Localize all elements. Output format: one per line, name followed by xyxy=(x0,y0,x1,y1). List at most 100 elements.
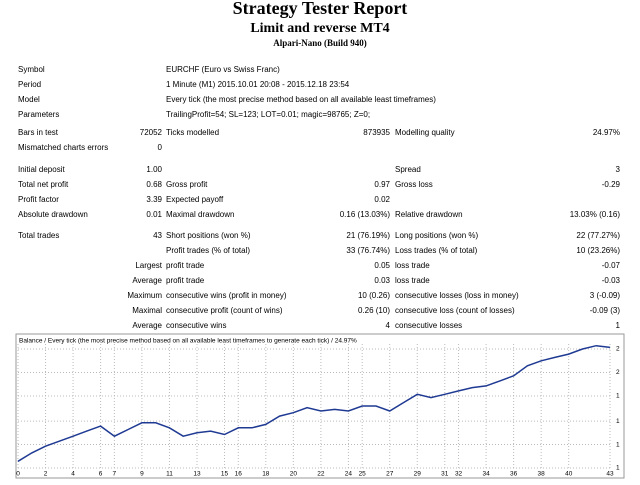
y-tick-label: 2 xyxy=(616,369,620,376)
field-label: Symbol xyxy=(18,65,45,74)
y-tick-label: 2 xyxy=(616,346,620,353)
field-label: Profit factor xyxy=(18,195,59,204)
field-label: Model xyxy=(18,95,40,104)
field-value: -0.03 xyxy=(602,276,621,285)
x-tick-label: 27 xyxy=(386,471,394,478)
field-label: Spread xyxy=(395,165,421,174)
x-tick-label: 16 xyxy=(235,471,243,478)
field-value: 22 (77.27%) xyxy=(576,231,620,240)
field-value: 0.16 (13.03%) xyxy=(340,210,391,219)
field-value: 72052 xyxy=(140,128,163,137)
x-tick-label: 6 xyxy=(99,471,103,478)
field-label: Expected payoff xyxy=(166,195,224,204)
field-value: 0.68 xyxy=(146,180,162,189)
field-label: consecutive profit (count of wins) xyxy=(166,306,283,315)
field-value: 21 (76.19%) xyxy=(346,231,390,240)
field-label: consecutive wins (profit in money) xyxy=(166,291,287,300)
field-value: 3.39 xyxy=(146,195,162,204)
field-label: Short positions (won %) xyxy=(166,231,251,240)
field-label: Parameters xyxy=(18,110,59,119)
report-title: Strategy Tester Report xyxy=(233,0,408,18)
field-value: Maximum xyxy=(127,291,162,300)
field-label: Long positions (won %) xyxy=(395,231,478,240)
chart-title: Balance / Every tick (the most precise m… xyxy=(19,338,357,345)
field-value: 0.03 xyxy=(374,276,390,285)
x-tick-label: 31 xyxy=(441,471,449,478)
field-value: 4 xyxy=(386,321,391,330)
x-tick-label: 4 xyxy=(71,471,75,478)
field-label: 1 Minute (M1) 2015.10.01 20:08 - 2015.12… xyxy=(166,80,350,89)
field-label: Total trades xyxy=(18,231,59,240)
field-label: TrailingProfit=54; SL=123; LOT=0.01; mag… xyxy=(166,110,370,119)
field-label: Maximal drawdown xyxy=(166,210,234,219)
field-value: 13.03% (0.16) xyxy=(570,210,621,219)
field-value: 10 (23.26%) xyxy=(576,246,620,255)
chart-frame xyxy=(15,333,625,479)
x-tick-label: 22 xyxy=(317,471,325,478)
field-value: 1 xyxy=(616,321,621,330)
field-value: 0.01 xyxy=(146,210,162,219)
field-value: 0.02 xyxy=(374,195,390,204)
field-value: Maximal xyxy=(132,306,162,315)
y-tick-label: 1 xyxy=(616,393,620,400)
x-tick-label: 7 xyxy=(113,471,117,478)
x-tick-label: 9 xyxy=(140,471,144,478)
field-value: 33 (76.74%) xyxy=(346,246,390,255)
balance-line xyxy=(17,344,611,462)
field-label: profit trade xyxy=(166,261,205,270)
field-value: 873935 xyxy=(363,128,390,137)
field-label: Profit trades (% of total) xyxy=(166,246,250,255)
field-value: -0.09 (3) xyxy=(590,306,621,315)
field-value: 24.97% xyxy=(593,128,620,137)
field-label: consecutive losses xyxy=(395,321,462,330)
field-label: consecutive wins xyxy=(166,321,226,330)
field-value: -0.29 xyxy=(602,180,621,189)
field-value: 0.26 (10) xyxy=(358,306,390,315)
field-label: Period xyxy=(18,80,41,89)
x-tick-label: 18 xyxy=(262,471,270,478)
field-label: consecutive loss (count of losses) xyxy=(395,306,515,315)
y-tick-label: 1 xyxy=(616,441,620,448)
field-value: 3 (-0.09) xyxy=(590,291,621,300)
field-value: 3 xyxy=(616,165,621,174)
x-tick-label: 29 xyxy=(414,471,422,478)
x-tick-label: 2 xyxy=(44,471,48,478)
report-subtitle: Limit and reverse MT4 xyxy=(250,21,389,36)
field-label: Modelling quality xyxy=(395,128,455,137)
x-tick-label: 36 xyxy=(510,471,518,478)
field-value: Average xyxy=(132,276,162,285)
x-tick-label: 15 xyxy=(221,471,229,478)
x-tick-label: 11 xyxy=(166,471,173,478)
x-tick-label: 13 xyxy=(193,471,201,478)
field-label: Ticks modelled xyxy=(166,128,219,137)
field-value: 0 xyxy=(158,143,163,152)
field-label: Mismatched charts errors xyxy=(18,143,108,152)
field-value: 0.97 xyxy=(374,180,390,189)
field-label: Absolute drawdown xyxy=(18,210,88,219)
field-label: loss trade xyxy=(395,261,430,270)
field-value: Average xyxy=(132,321,162,330)
x-tick-label: 0 xyxy=(16,471,20,478)
y-tick-label: 1 xyxy=(616,465,620,472)
field-value: 1.00 xyxy=(146,165,162,174)
field-label: EURCHF (Euro vs Swiss Franc) xyxy=(166,65,280,74)
field-label: profit trade xyxy=(166,276,205,285)
broker: Alpari-Nano (Build 940) xyxy=(273,38,367,48)
field-label: consecutive losses (loss in money) xyxy=(395,291,519,300)
field-label: Gross profit xyxy=(166,180,208,189)
x-tick-label: 34 xyxy=(482,471,490,478)
field-label: Loss trades (% of total) xyxy=(395,246,478,255)
x-tick-label: 40 xyxy=(565,471,573,478)
field-label: Total net profit xyxy=(18,180,69,189)
field-label: Relative drawdown xyxy=(395,210,463,219)
field-label: Gross loss xyxy=(395,180,433,189)
field-value: 43 xyxy=(153,231,162,240)
x-tick-label: 43 xyxy=(606,471,614,478)
field-value: Largest xyxy=(135,261,162,270)
x-tick-label: 25 xyxy=(359,471,367,478)
y-tick-label: 1 xyxy=(616,418,620,425)
field-label: Initial deposit xyxy=(18,165,65,174)
field-value: -0.07 xyxy=(602,261,621,270)
x-tick-label: 32 xyxy=(455,471,463,478)
